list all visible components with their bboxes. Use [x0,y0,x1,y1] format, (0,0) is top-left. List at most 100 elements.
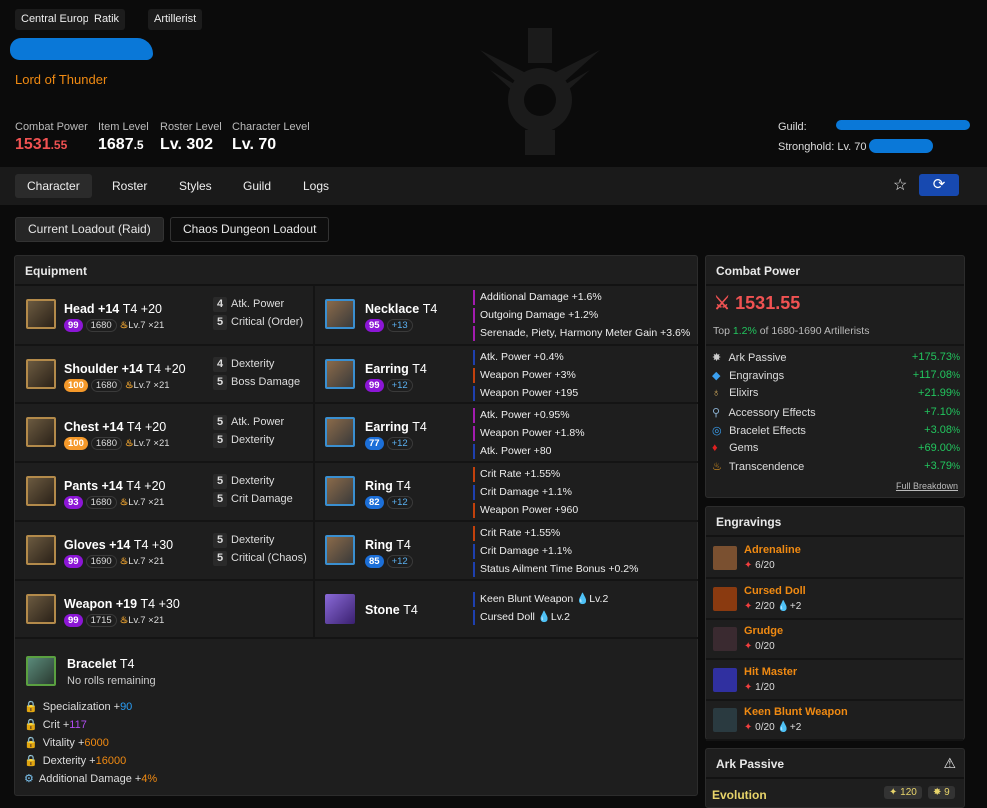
quality-badge: 77 [365,437,384,450]
accessory-item[interactable]: Earring T4 77 +12 Atk. Power +0.95% Weapon… [317,404,698,461]
engraving-item[interactable]: Hit Master ✦ 1/20 [706,661,963,701]
relic-book-icon: ✦ [744,681,753,693]
accessory-effect: Additional Damage +1.6% [473,290,602,305]
loadout-chaos-dungeon[interactable]: Chaos Dungeon Loadout [170,217,330,242]
effect-text: Keen Blunt Weapon [480,593,574,605]
elixir-level: 5 [213,533,227,548]
cp-value-unit: % [951,352,960,362]
transcendence-icon: ♨ [125,380,134,391]
tab-logs[interactable]: Logs [303,179,330,193]
gear-item[interactable]: Gloves +14 T4 +30 99 1690 ♨Lv.7 ×21 5 Dexte… [15,522,315,579]
elixir-name: Dexterity [231,534,275,546]
engraving-item[interactable]: Adrenaline ✦ 6/20 [706,539,963,579]
accessory-item[interactable]: Ring T4 85 +12 Crit Rate +1.55% Crit Damag… [317,522,698,579]
transcendence-badge: ♨Lv.7 ×21 [120,497,165,508]
cp-value-unit: % [951,370,960,381]
effect-text: Atk. Power +0.4% [480,351,564,363]
item-level-badge: 1680 [85,496,117,509]
accessory-tier: T4 [403,603,418,617]
engraving-item[interactable]: Cursed Doll ✦ 2/20 💧+2 [706,580,963,620]
tab-character[interactable]: Character [15,174,92,198]
accessory-item[interactable]: Ring T4 82 +12 Crit Rate +1.55% Crit Damag… [317,463,698,520]
stat-0: Combat Power 1531.55 [15,121,88,154]
stat-label: Roster Level [160,121,222,133]
tab-styles[interactable]: Styles [179,179,212,193]
item-level-badge: 1680 [85,319,117,332]
cp-breakdown-value: +69.00% [918,442,960,454]
accessory-name: Earring T4 [365,420,427,434]
engraving-item[interactable]: Grudge ✦ 0/20 [706,620,963,660]
accessory-effect: Crit Damage +1.1% [473,544,572,559]
equipment-row: Shoulder +14 T4 +20 100 1680 ♨Lv.7 ×21 4 De… [15,346,698,404]
star-icon[interactable]: ☆ [893,177,908,194]
tab-guild[interactable]: Guild [243,179,272,193]
node-icon: ✸ [933,787,942,798]
transcendence-icon: ♨ [119,497,129,508]
quality-badge: 100 [64,379,88,392]
engraving-icon [713,586,737,611]
engraving-level: 6/20 [755,560,775,571]
bonus-badge: +12 [386,437,413,450]
engraving-level-row: ✦ 0/20 💧+2 [744,722,801,733]
stat-label: Item Level [98,121,149,133]
elixir-level: 5 [213,551,227,566]
full-breakdown-link[interactable]: Full Breakdown [895,481,958,491]
engravings-panel: Engravings Adrenaline ✦ 6/20 Cursed Doll ✦ … [705,506,965,741]
bracelet-effect-label: Dexterity + [42,755,96,767]
gear-icon-0 [26,299,56,329]
gear-name: Gloves +14 T4 +30 [64,538,173,552]
gear-name: Shoulder +14 T4 +20 [64,362,186,376]
accessory-item[interactable]: Earring T4 99 +12 Atk. Power +0.4% Weapon … [317,346,698,402]
effect-text: Atk. Power +80 [480,445,552,457]
cp-breakdown-row: ♦ Gems +69.00% [712,442,960,454]
stat-3: Character Level Lv. 70 [232,121,310,154]
gear-item[interactable]: Weapon +19 T4 +30 99 1715 ♨Lv.7 ×21 [15,581,315,637]
crossed-swords-icon: ⚔ [714,293,731,313]
elixir-level: 5 [213,375,227,390]
cp-value-number: +3.08 [924,423,952,436]
gear-icon-5 [26,594,56,624]
accessory-icon: ⚲ [712,406,721,419]
elixir-line: 5 Critical (Order) [213,315,303,330]
engraving-icon: ◆ [712,370,721,383]
evolution-nodes-value: 9 [944,787,950,798]
nav-bar: Character Roster Styles Guild Logs ☆ ⟳ [0,167,987,205]
gear-name: Head +14 T4 +20 [64,302,162,316]
bracelet-icon [26,656,56,686]
engraving-name: Cursed Doll [744,584,806,597]
transcendence-value: Lv.7 ×21 [128,556,165,567]
warning-icon[interactable]: ⚠ [943,755,956,771]
effect-text: Crit Damage +1.1% [480,545,572,557]
stat-value-main: Lv. 70 [232,136,277,153]
item-level-badge: 1680 [90,437,122,450]
gear-item[interactable]: Head +14 T4 +20 99 1680 ♨Lv.7 ×21 4 Atk. Po… [15,286,315,344]
bracelet-effect-value: 90 [120,701,133,713]
stat-value-main: Lv. 302 [160,136,214,153]
ability-stone-icon: 💧 [777,722,790,733]
elixir-name: Atk. Power [231,416,285,428]
accessory-item[interactable]: Stone T4 Keen Blunt Weapon 💧Lv.2 Cursed D… [317,581,698,637]
stronghold-info: Stronghold: Lv. 70 [778,141,866,153]
gear-item[interactable]: Pants +14 T4 +20 93 1680 ♨Lv.7 ×21 5 Dexter… [15,463,315,520]
engraving-item[interactable]: Keen Blunt Weapon ✦ 0/20 💧+2 [706,701,963,741]
bonus-badge: +13 [386,319,413,332]
accessory-title: Stone [365,603,400,617]
tab-roster[interactable]: Roster [112,179,148,193]
quality-badge: 99 [64,555,83,568]
gear-item[interactable]: Chest +14 T4 +20 100 1680 ♨Lv.7 ×21 5 Atk. … [15,404,315,461]
accessory-effect: Weapon Power +1.8% [473,426,585,441]
loadout-current-raid[interactable]: Current Loadout (Raid) [15,217,164,242]
elixir-level: 5 [213,315,227,330]
redacted-guild-name [836,120,970,130]
item-level-badge: 1715 [85,614,117,627]
stat-label: Character Level [232,121,310,133]
stat-value: Lv. 70 [232,136,310,154]
elixir-name: Atk. Power [231,298,285,310]
cp-breakdown-label: Accessory Effects [728,406,816,419]
accessory-tier: T4 [396,479,411,493]
quality-badge: 95 [365,319,384,332]
accessory-item[interactable]: Necklace T4 95 +13 Additional Damage +1.6… [317,286,698,344]
refresh-button[interactable]: ⟳ [919,174,959,196]
gear-item[interactable]: Shoulder +14 T4 +20 100 1680 ♨Lv.7 ×21 4 De… [15,346,315,402]
effect-text: Crit Rate +1.55% [480,468,561,480]
